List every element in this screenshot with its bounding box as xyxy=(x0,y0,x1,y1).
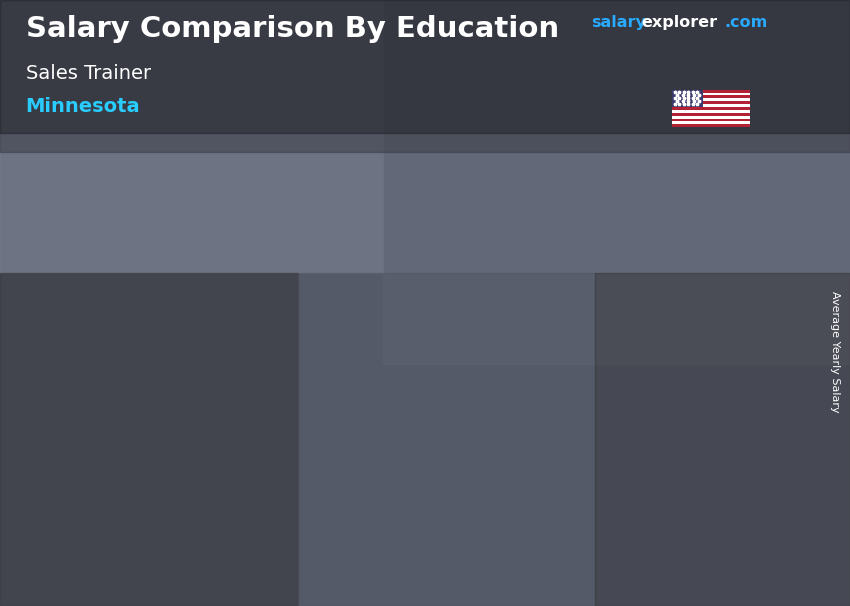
Bar xyxy=(298,273,595,606)
Bar xyxy=(672,90,703,107)
Bar xyxy=(672,104,750,107)
Text: 171,000 USD: 171,000 USD xyxy=(579,208,679,223)
Text: salary: salary xyxy=(591,15,646,30)
Polygon shape xyxy=(529,315,540,544)
Bar xyxy=(672,116,750,119)
Bar xyxy=(0,0,850,152)
Bar xyxy=(672,110,750,113)
Text: 76,400 USD: 76,400 USD xyxy=(45,372,136,387)
Polygon shape xyxy=(279,384,364,390)
Polygon shape xyxy=(631,243,705,539)
Text: +31%: +31% xyxy=(544,185,615,205)
Polygon shape xyxy=(705,243,716,545)
Polygon shape xyxy=(353,384,364,542)
Text: Sales Trainer: Sales Trainer xyxy=(26,64,150,82)
Bar xyxy=(672,98,750,101)
Polygon shape xyxy=(103,407,177,539)
Text: 89,800 USD: 89,800 USD xyxy=(231,349,322,364)
Text: +18%: +18% xyxy=(191,251,264,271)
Bar xyxy=(0,0,850,133)
Bar xyxy=(672,90,750,93)
Text: Salary Comparison By Education: Salary Comparison By Education xyxy=(26,15,558,43)
Bar xyxy=(672,113,750,116)
Polygon shape xyxy=(455,315,529,539)
Bar xyxy=(672,124,750,127)
Text: 130,000 USD: 130,000 USD xyxy=(403,279,503,295)
Bar xyxy=(672,121,750,124)
Bar xyxy=(672,101,750,104)
Bar xyxy=(672,107,750,110)
Text: Minnesota: Minnesota xyxy=(26,97,140,116)
Polygon shape xyxy=(177,407,188,542)
Bar xyxy=(672,93,750,96)
Bar xyxy=(595,273,850,606)
Polygon shape xyxy=(103,407,188,412)
Bar xyxy=(0,273,298,606)
Bar xyxy=(382,0,850,364)
Text: .com: .com xyxy=(724,15,768,30)
Text: +45%: +45% xyxy=(368,209,439,229)
Text: explorer: explorer xyxy=(641,15,717,30)
Text: Average Yearly Salary: Average Yearly Salary xyxy=(830,291,840,412)
Polygon shape xyxy=(631,243,716,255)
Bar xyxy=(672,119,750,121)
Bar xyxy=(672,96,750,98)
Polygon shape xyxy=(455,315,540,323)
Bar xyxy=(0,0,382,273)
Polygon shape xyxy=(279,384,353,539)
